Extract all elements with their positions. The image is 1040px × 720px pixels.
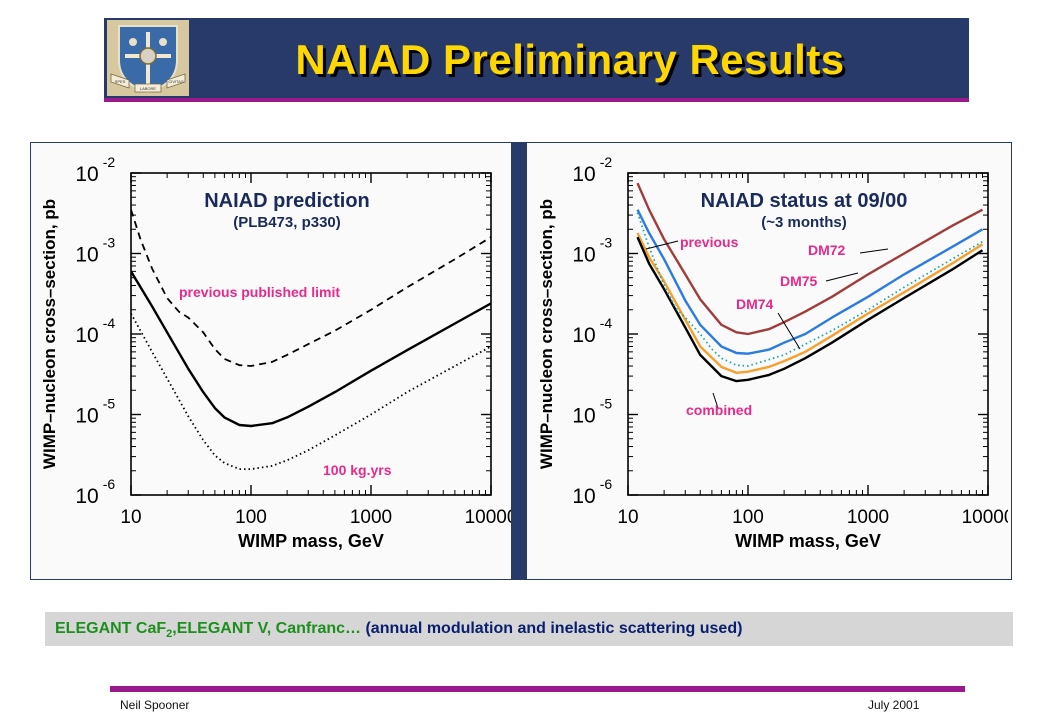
series-line-dm74 bbox=[636, 232, 984, 375]
chart-title: NAIAD prediction bbox=[204, 190, 370, 212]
annotation-leader bbox=[825, 272, 859, 282]
y-tick-label: 10 -6 bbox=[572, 476, 612, 508]
caption-note: (annual modulation and inelastic scatter… bbox=[361, 620, 743, 637]
crest-motto-2: LABORE bbox=[140, 86, 157, 91]
y-tick-exponent: -2 bbox=[103, 154, 116, 170]
y-tick-label: 10 -4 bbox=[75, 315, 115, 347]
y-tick-label: 10 -2 bbox=[75, 154, 115, 186]
y-tick-base: 10 bbox=[75, 244, 98, 267]
annotation-leader bbox=[712, 392, 719, 409]
annotation-label: previous bbox=[680, 234, 739, 250]
y-tick-label: 10 -5 bbox=[75, 396, 115, 428]
caption-lead: ELEGANT CaF bbox=[55, 620, 167, 637]
chart-subtitle: (~3 months) bbox=[761, 214, 846, 231]
y-tick-label: 10 -2 bbox=[572, 154, 612, 186]
caption-bar: ELEGANT CaF2,ELEGANT V, Canfranc… (annua… bbox=[45, 612, 1013, 646]
y-tick-exponent: -4 bbox=[600, 315, 613, 331]
y-tick-base: 10 bbox=[75, 324, 98, 347]
y-tick-exponent: -6 bbox=[103, 476, 116, 492]
crest-motto-3: CIVITAS bbox=[168, 79, 184, 84]
annotation-label: previous published limit bbox=[179, 284, 340, 300]
y-tick-base: 10 bbox=[75, 163, 98, 186]
footer-line bbox=[110, 686, 965, 692]
y-tick-label: 10 -5 bbox=[572, 396, 612, 428]
x-tick-label: 10000 bbox=[465, 507, 511, 528]
y-axis-label: WIMP–nucleon cross–section, pb bbox=[537, 199, 556, 469]
series-line-100-kg-yrs bbox=[131, 313, 491, 471]
y-tick-base: 10 bbox=[572, 324, 595, 347]
y-tick-base: 10 bbox=[572, 405, 595, 428]
footer-author: Neil Spooner bbox=[120, 698, 190, 712]
y-tick-base: 10 bbox=[75, 405, 98, 428]
y-axis-label: WIMP–nucleon cross–section, pb bbox=[40, 199, 59, 469]
caption-subscript: 2 bbox=[166, 628, 173, 641]
y-tick-base: 10 bbox=[572, 485, 595, 508]
y-tick-label: 10 -3 bbox=[572, 235, 612, 267]
series-line-previous bbox=[636, 212, 983, 367]
x-tick-label: 10000 bbox=[962, 507, 1008, 528]
chart-subtitle: (PLB473, p330) bbox=[233, 214, 341, 231]
annotation-label: 100 kg.yrs bbox=[323, 462, 392, 478]
y-tick-base: 10 bbox=[572, 163, 595, 186]
y-tick-label: 10 -6 bbox=[75, 476, 115, 508]
university-crest-logo: SPES LABORE CIVITAS bbox=[107, 20, 189, 96]
y-tick-exponent: -3 bbox=[600, 235, 613, 251]
annotation-label: DM74 bbox=[736, 296, 774, 312]
y-tick-label: 10 -4 bbox=[572, 315, 612, 347]
annotation-label: DM72 bbox=[808, 242, 846, 258]
series-line-limit-1 bbox=[131, 270, 491, 428]
x-axis-label: WIMP mass, GeV bbox=[238, 531, 384, 551]
series-line-combined bbox=[636, 236, 984, 383]
x-tick-label: 100 bbox=[235, 507, 267, 528]
y-tick-exponent: -5 bbox=[600, 396, 613, 412]
series-line-previous-published-limit bbox=[131, 209, 491, 367]
y-tick-exponent: -3 bbox=[103, 235, 116, 251]
x-tick-label: 10 bbox=[617, 507, 638, 528]
x-tick-label: 1000 bbox=[847, 507, 889, 528]
annotation-label: DM75 bbox=[780, 273, 818, 289]
annotation-leader bbox=[645, 240, 679, 250]
y-tick-exponent: -5 bbox=[103, 396, 116, 412]
y-tick-base: 10 bbox=[572, 244, 595, 267]
y-tick-exponent: -4 bbox=[103, 315, 116, 331]
caption-experiments: ELEGANT CaF2,ELEGANT V, Canfranc… bbox=[55, 620, 362, 641]
x-tick-label: 100 bbox=[732, 507, 764, 528]
chart-title: NAIAD status at 09/00 bbox=[701, 190, 908, 212]
y-tick-exponent: -6 bbox=[600, 476, 613, 492]
x-tick-label: 10 bbox=[120, 507, 141, 528]
annotation-leader bbox=[859, 248, 889, 254]
title-underline bbox=[104, 98, 969, 102]
slide-title: NAIAD Preliminary Results bbox=[295, 36, 845, 83]
caption-rest: ,ELEGANT V, Canfranc… bbox=[172, 620, 362, 637]
crest-motto-1: SPES bbox=[115, 79, 126, 84]
figure-divider bbox=[511, 142, 527, 580]
annotation-leader bbox=[777, 312, 801, 350]
footer-date: July 2001 bbox=[868, 698, 920, 712]
series-line-dm72 bbox=[636, 182, 984, 336]
x-axis-label: WIMP mass, GeV bbox=[735, 531, 881, 551]
slide-title-shadow: NAIAD Preliminary Results bbox=[298, 39, 848, 86]
annotation-label: combined bbox=[686, 402, 752, 418]
y-tick-base: 10 bbox=[75, 485, 98, 508]
y-tick-exponent: -2 bbox=[600, 154, 613, 170]
title-bar bbox=[104, 18, 969, 98]
y-tick-label: 10 -3 bbox=[75, 235, 115, 267]
series-line-dm75 bbox=[636, 209, 984, 355]
x-tick-label: 1000 bbox=[350, 507, 392, 528]
